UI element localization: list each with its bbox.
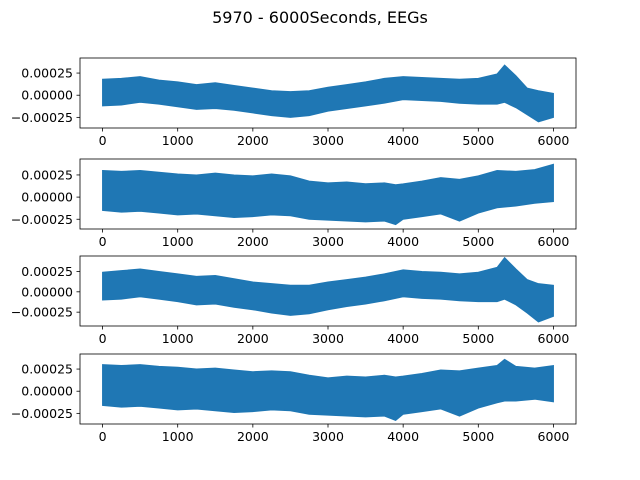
- y-tick-label: 0.00025: [21, 66, 73, 81]
- y-tick-label: 0.00000: [21, 190, 73, 205]
- y-tick-label: 0.00025: [21, 362, 73, 377]
- y-tick-label: −0.00025: [11, 406, 73, 421]
- subplot-2: 0 1000 2000 3000 4000 5000 6000 0.00025 0.00000 −…: [11, 158, 577, 249]
- subplot-4: 0 1000 2000 3000 4000 5000 6000 0.00025 0.00000 −…: [11, 353, 577, 444]
- x-tick-label: 3000: [312, 234, 344, 249]
- subplot-1: 0 1000 2000 3000 4000 5000 6000 0.00025 0.00000 −…: [11, 57, 577, 148]
- y-tick-label: 0.00000: [21, 284, 73, 299]
- x-tick-label: 3000: [312, 429, 344, 444]
- x-tick-label: 1000: [162, 234, 194, 249]
- x-tick-label: 4000: [387, 429, 419, 444]
- eeg-series-4: [102, 358, 554, 422]
- x-tick-label: 2000: [237, 331, 269, 346]
- x-tick-label: 6000: [538, 133, 570, 148]
- x-tick-label: 3000: [312, 331, 344, 346]
- x-tick-label: 0: [99, 133, 107, 148]
- x-tick-label: 3000: [312, 133, 344, 148]
- x-tick-label: 5000: [462, 133, 494, 148]
- x-tick-label: 2000: [237, 429, 269, 444]
- x-tick-label: 1000: [162, 331, 194, 346]
- x-tick-label: 6000: [538, 331, 570, 346]
- x-tick-label: 0: [99, 429, 107, 444]
- eeg-series-1: [102, 64, 554, 123]
- y-tick-label: 0.00000: [21, 88, 73, 103]
- eeg-series-3: [102, 256, 554, 323]
- x-tick-label: 2000: [237, 234, 269, 249]
- y-tick-label: 0.00025: [21, 264, 73, 279]
- y-tick-label: −0.00025: [11, 212, 73, 227]
- y-tick-label: 0.00000: [21, 384, 73, 399]
- y-tick-label: −0.00025: [11, 110, 73, 125]
- subplot-3: 0 1000 2000 3000 4000 5000 6000 0.00025 0.00000 −…: [11, 255, 577, 346]
- y-tick-label: 0.00025: [21, 167, 73, 182]
- x-tick-label: 5000: [462, 429, 494, 444]
- eeg-series-2: [102, 163, 554, 226]
- x-tick-label: 5000: [462, 331, 494, 346]
- x-tick-label: 6000: [538, 234, 570, 249]
- x-tick-label: 4000: [387, 331, 419, 346]
- x-tick-label: 1000: [162, 429, 194, 444]
- y-tick-label: −0.00025: [11, 305, 73, 320]
- figure-title: 5970 - 6000Seconds, EEGs: [212, 8, 428, 27]
- x-tick-label: 4000: [387, 133, 419, 148]
- x-tick-label: 4000: [387, 234, 419, 249]
- x-tick-label: 5000: [462, 234, 494, 249]
- x-tick-label: 2000: [237, 133, 269, 148]
- x-tick-label: 1000: [162, 133, 194, 148]
- x-tick-label: 0: [99, 331, 107, 346]
- x-tick-label: 0: [99, 234, 107, 249]
- x-tick-label: 6000: [538, 429, 570, 444]
